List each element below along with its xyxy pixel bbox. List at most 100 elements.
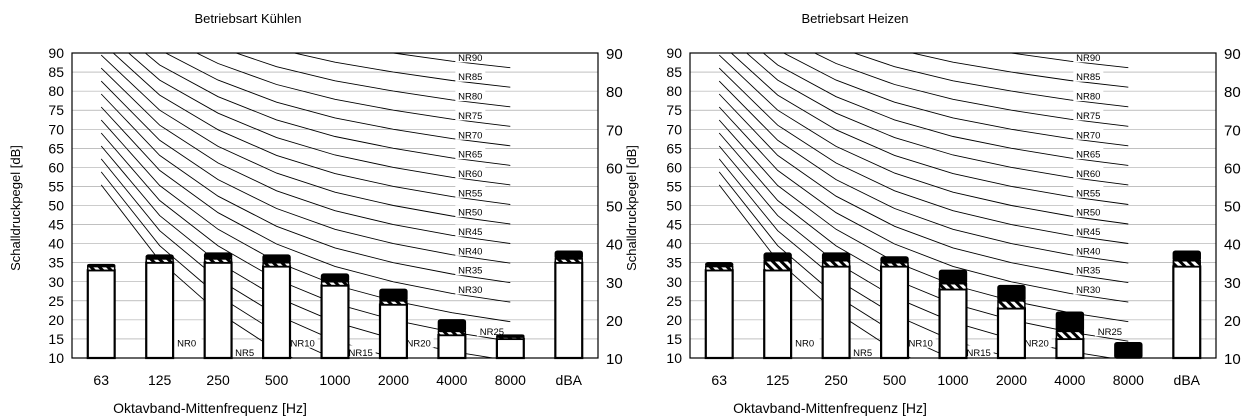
nr-label-nr15: NR15 (345, 345, 376, 359)
nr-label-bg (1073, 185, 1104, 198)
nr-curve (730, 53, 1129, 205)
bar-cap (87, 263, 116, 268)
nr-label-bg (1073, 147, 1104, 160)
bar-base (763, 269, 793, 360)
bar-base (880, 265, 910, 360)
nr-curve (195, 53, 511, 127)
nr-label-text: NR35 (1076, 266, 1100, 277)
bar-cap (705, 261, 734, 268)
bar-cap (763, 252, 792, 262)
nr-label-nr65: NR65 (455, 147, 486, 161)
y2-tick-label: 20 (606, 313, 623, 330)
nr-label-nr25: NR25 (476, 324, 507, 338)
y2-tick-label: 10 (1224, 351, 1241, 368)
nr-curve (718, 93, 1129, 284)
nr-label-bg (789, 335, 820, 348)
y2-tick-label: 90 (606, 46, 623, 63)
nr-label-text: NR0 (795, 338, 814, 349)
nr-label-nr60: NR60 (1073, 166, 1104, 180)
y2-tick-label: 80 (606, 84, 623, 101)
nr-label-nr55: NR55 (1073, 185, 1104, 199)
nr-curve (910, 53, 1129, 88)
x-tick-label: 125 (148, 372, 172, 388)
y-tick-label: 55 (48, 178, 64, 194)
nr-label-nr15: NR15 (963, 345, 994, 359)
nr-label-text: NR55 (458, 188, 482, 199)
nr-label-nr20: NR20 (1021, 335, 1052, 349)
y2-tick-label: 10 (606, 351, 623, 368)
nr-curve (100, 158, 396, 358)
y-tick-label: 35 (48, 255, 64, 271)
y-tick-label: 85 (48, 64, 64, 80)
nr-label-bg (963, 345, 994, 358)
y-tick-label: 50 (48, 198, 64, 214)
nr-label-text: NR45 (1076, 227, 1100, 238)
y2-tick-label: 80 (1224, 84, 1241, 101)
y2-tick-label: 40 (1224, 237, 1241, 254)
nr-label-text: NR60 (1076, 169, 1100, 180)
x-axis-title: Oktavband-Mittenfrequenz [Hz] (113, 400, 307, 416)
nr-label-text: NR85 (1076, 72, 1100, 83)
nr-label-text: NR65 (458, 150, 482, 161)
nr-label-bg (455, 69, 486, 82)
bar-8000 (1114, 342, 1143, 359)
y2-tick-label: 70 (606, 122, 623, 139)
nr-curve (718, 106, 1129, 303)
nr-label-text: NR65 (1076, 150, 1100, 161)
nr-label-nr75: NR75 (1073, 108, 1104, 122)
nr-label-bg (1073, 224, 1104, 237)
chart-title: Betriebsart Kühlen (195, 11, 302, 26)
nr-label-bg (847, 345, 878, 358)
nr-curve (1008, 53, 1129, 69)
nr-label-text: NR90 (1076, 53, 1100, 64)
nr-label-nr30: NR30 (1073, 282, 1104, 296)
nr-label-bg (455, 147, 486, 160)
plot-frame (689, 52, 1217, 359)
x-tick-label: 125 (766, 372, 790, 388)
bar-500 (262, 254, 292, 360)
y-tick-label: 15 (48, 331, 64, 347)
bar-250 (203, 252, 233, 360)
nr-label-text: NR55 (1076, 188, 1100, 199)
chart-panel-2: Betriebsart Heizen NR0 NR5 NR10 NR15 NR20 NR25… (624, 11, 1241, 416)
y-tick-label: 90 (48, 45, 64, 61)
nr-label-bg (1073, 243, 1104, 256)
y-tick-label: 75 (48, 102, 64, 118)
x-tick-label: 8000 (495, 372, 526, 388)
y2-tick-label: 40 (606, 237, 623, 254)
nr-label-bg (455, 166, 486, 179)
y-tick-label: 25 (666, 293, 682, 309)
nr-label-nr0: NR0 (171, 335, 202, 349)
bar-4000 (437, 319, 467, 360)
bar-dBA (554, 250, 584, 360)
nr-label-bg (905, 335, 936, 348)
y-tick-label: 35 (666, 255, 682, 271)
bar-base (86, 269, 116, 360)
x-tick-label: 4000 (436, 372, 467, 388)
y-tick-label: 60 (666, 159, 682, 175)
nr-label-bg (455, 282, 486, 295)
nr-label-bg (455, 127, 486, 140)
bar-cap (203, 252, 233, 260)
nr-label-bg (1073, 127, 1104, 140)
y2-tick-label: 90 (1224, 46, 1241, 63)
y2-tick-label: 50 (606, 199, 623, 216)
nr-label-text: NR80 (458, 92, 482, 103)
nr-label-text: NR35 (458, 266, 482, 277)
nr-label-nr80: NR80 (455, 89, 486, 103)
bar-cap (1055, 311, 1085, 333)
nr-curve (234, 53, 511, 108)
nr-curve (813, 53, 1129, 127)
x-tick-label: 63 (711, 372, 727, 388)
x-axis-title: Oktavband-Mittenfrequenz [Hz] (733, 400, 927, 416)
nr-label-bg (1073, 166, 1104, 179)
y-tick-label: 45 (48, 217, 64, 233)
bar-base (495, 337, 525, 360)
bar-base (262, 265, 292, 360)
x-tick-label: 500 (265, 372, 289, 388)
nr-label-bg (1021, 335, 1052, 348)
y-tick-label: 30 (48, 274, 64, 290)
y-tick-label: 10 (666, 350, 682, 366)
bar-1000 (938, 269, 968, 360)
